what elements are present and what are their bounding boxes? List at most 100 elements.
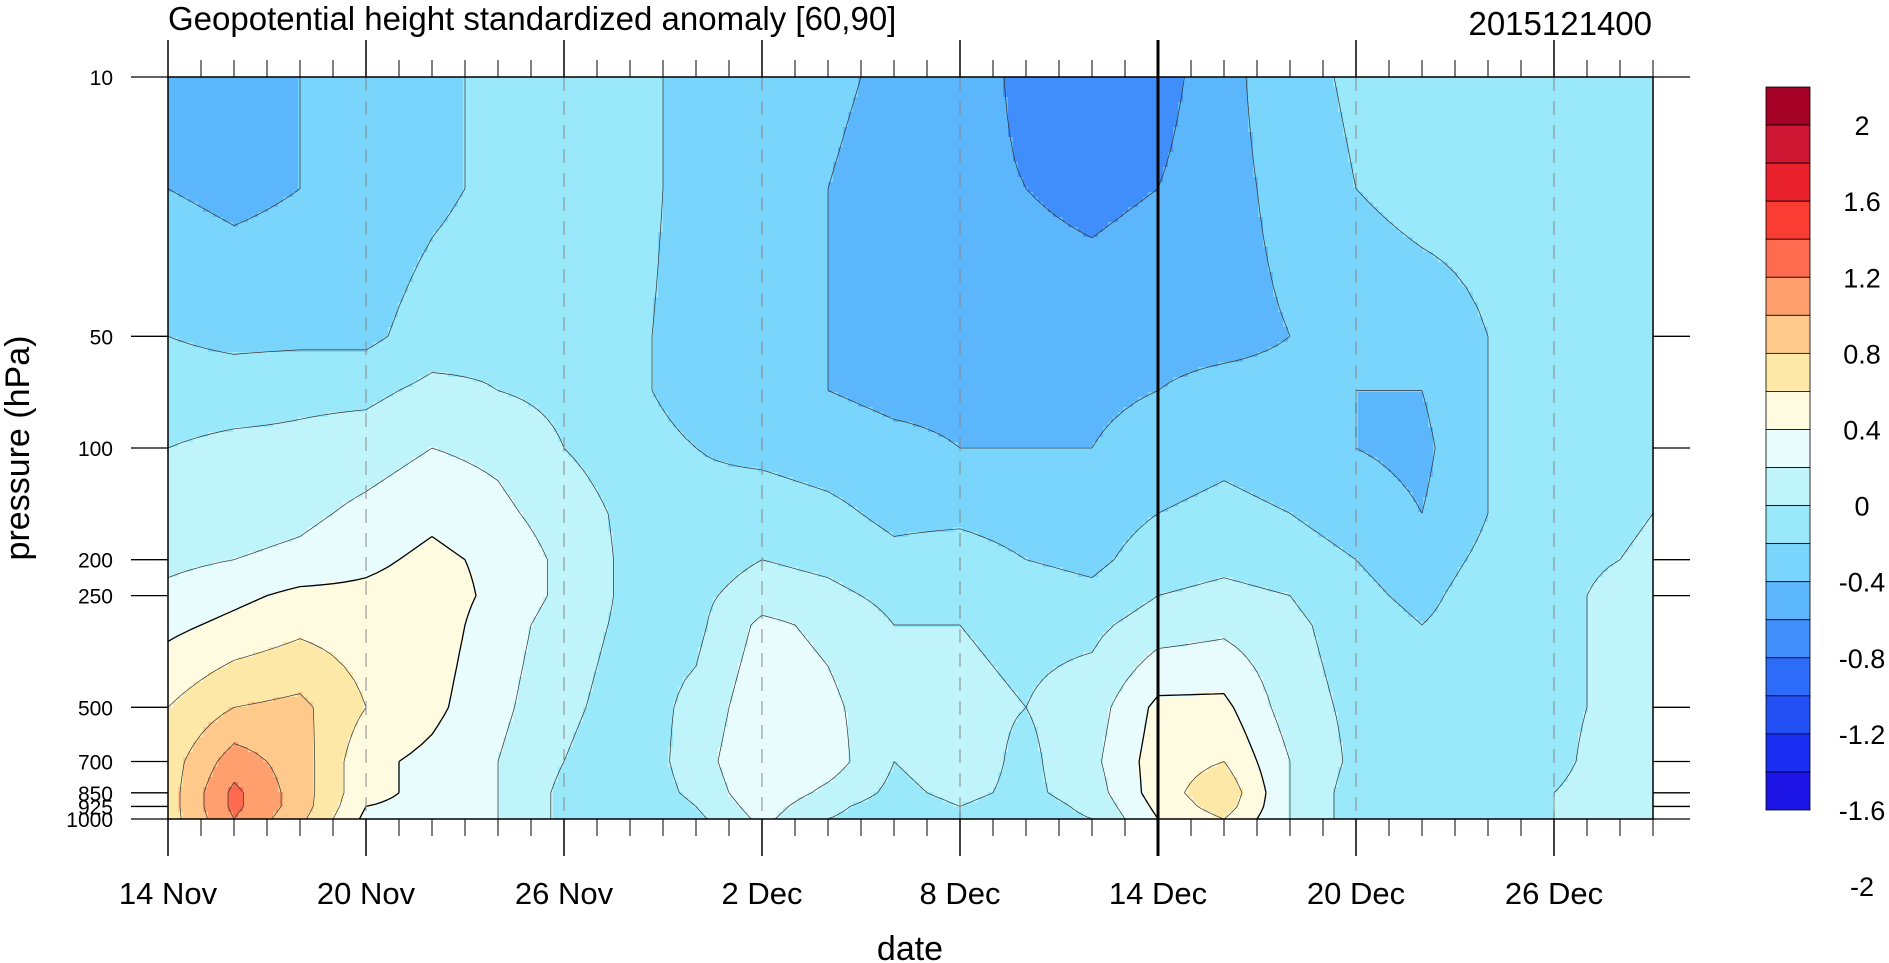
- field-cell: [1613, 562, 1654, 568]
- field-cell: [1248, 102, 1339, 108]
- field-cell: [663, 157, 839, 163]
- field-cell: [1263, 687, 1329, 693]
- field-cell: [728, 702, 844, 708]
- field-cell: [848, 397, 1139, 403]
- field-cell: [1453, 582, 1594, 588]
- field-cell: [848, 742, 1009, 748]
- field-cell: [1358, 427, 1434, 433]
- field-cell: [1233, 807, 1264, 813]
- field-cell: [168, 772, 184, 778]
- field-cell: [233, 782, 239, 788]
- field-cell: [828, 267, 1269, 273]
- field-cell: [1148, 712, 1239, 718]
- field-cell: [1288, 797, 1334, 803]
- field-cell: [663, 227, 829, 233]
- field-cell: [833, 167, 1019, 173]
- field-cell: [228, 747, 249, 753]
- field-cell: [673, 422, 914, 428]
- field-cell: [208, 777, 279, 783]
- field-cell: [1063, 217, 1119, 223]
- field-cell: [1358, 447, 1434, 453]
- field-cell: [398, 312, 654, 318]
- field-cell: [848, 757, 1004, 763]
- field-cell: [1483, 322, 1654, 328]
- field-cell: [383, 337, 654, 343]
- field-cell: [313, 737, 349, 743]
- field-cell: [1003, 757, 1044, 763]
- field-cell: [228, 807, 244, 813]
- field-cell: [1263, 682, 1329, 688]
- field-cell: [1028, 702, 1114, 708]
- field-cell: [828, 237, 1264, 243]
- field-cell: [523, 517, 609, 523]
- field-cell: [538, 612, 609, 618]
- field-cell: [1428, 417, 1489, 423]
- field-cell: [1488, 347, 1654, 353]
- field-cell: [1018, 697, 1029, 703]
- field-cell: [1098, 642, 1189, 648]
- field-cell: [723, 742, 849, 748]
- field-cell: [458, 197, 664, 203]
- field-cell: [1553, 812, 1654, 818]
- field-cell: [663, 167, 834, 173]
- field-cell: [858, 82, 1004, 88]
- field-cell: [463, 632, 529, 638]
- field-cell: [728, 787, 819, 793]
- field-cell: [168, 207, 204, 213]
- contour-line: [1003, 76, 1185, 239]
- field-cell: [828, 222, 1069, 228]
- field-cell: [1228, 697, 1269, 703]
- field-cell: [1288, 807, 1334, 813]
- field-cell: [688, 672, 739, 678]
- field-cell: [828, 322, 1284, 328]
- colorbar-swatch: [1765, 200, 1811, 240]
- field-cell: [1343, 757, 1579, 763]
- field-cell: [873, 792, 934, 798]
- field-cell: [513, 502, 604, 508]
- field-cell: [1623, 552, 1654, 558]
- field-cell: [203, 677, 354, 683]
- field-cell: [738, 672, 834, 678]
- field-cell: [498, 752, 569, 758]
- field-cell: [1358, 417, 1429, 423]
- field-cell: [168, 732, 204, 738]
- field-cell: [828, 232, 1084, 238]
- field-cell: [1123, 682, 1264, 688]
- field-cell: [843, 142, 1014, 148]
- field-cell: [1118, 217, 1264, 223]
- field-cell: [1258, 672, 1324, 678]
- field-cell: [1018, 712, 1029, 718]
- field-cell: [1008, 747, 1039, 753]
- field-cell: [663, 122, 849, 128]
- field-cell: [1453, 577, 1599, 583]
- field-cell: [1488, 512, 1654, 518]
- field-cell: [1378, 457, 1434, 463]
- field-cell: [508, 732, 574, 738]
- field-cell: [1423, 247, 1654, 253]
- field-cell: [958, 442, 1094, 448]
- field-cell: [998, 672, 1049, 678]
- field-cell: [313, 642, 464, 648]
- field-cell: [573, 737, 674, 743]
- field-cell: [1348, 157, 1654, 163]
- field-cell: [1413, 237, 1654, 243]
- field-cell: [613, 557, 1029, 563]
- field-cell: [1103, 567, 1364, 573]
- field-cell: [658, 262, 829, 268]
- field-cell: [1263, 807, 1289, 813]
- field-cell: [343, 772, 399, 778]
- field-cell: [218, 717, 314, 723]
- field-cell: [168, 432, 209, 438]
- field-cell: [183, 692, 299, 698]
- field-cell: [658, 397, 849, 403]
- field-cell: [1488, 452, 1654, 458]
- y-tick-label: 1000: [66, 809, 113, 832]
- field-cell: [1153, 697, 1229, 703]
- field-cell: [458, 652, 524, 658]
- field-cell: [303, 692, 364, 698]
- field-cell: [1148, 717, 1239, 723]
- field-cell: [168, 87, 299, 93]
- field-cell: [1583, 727, 1654, 733]
- field-cell: [663, 77, 859, 83]
